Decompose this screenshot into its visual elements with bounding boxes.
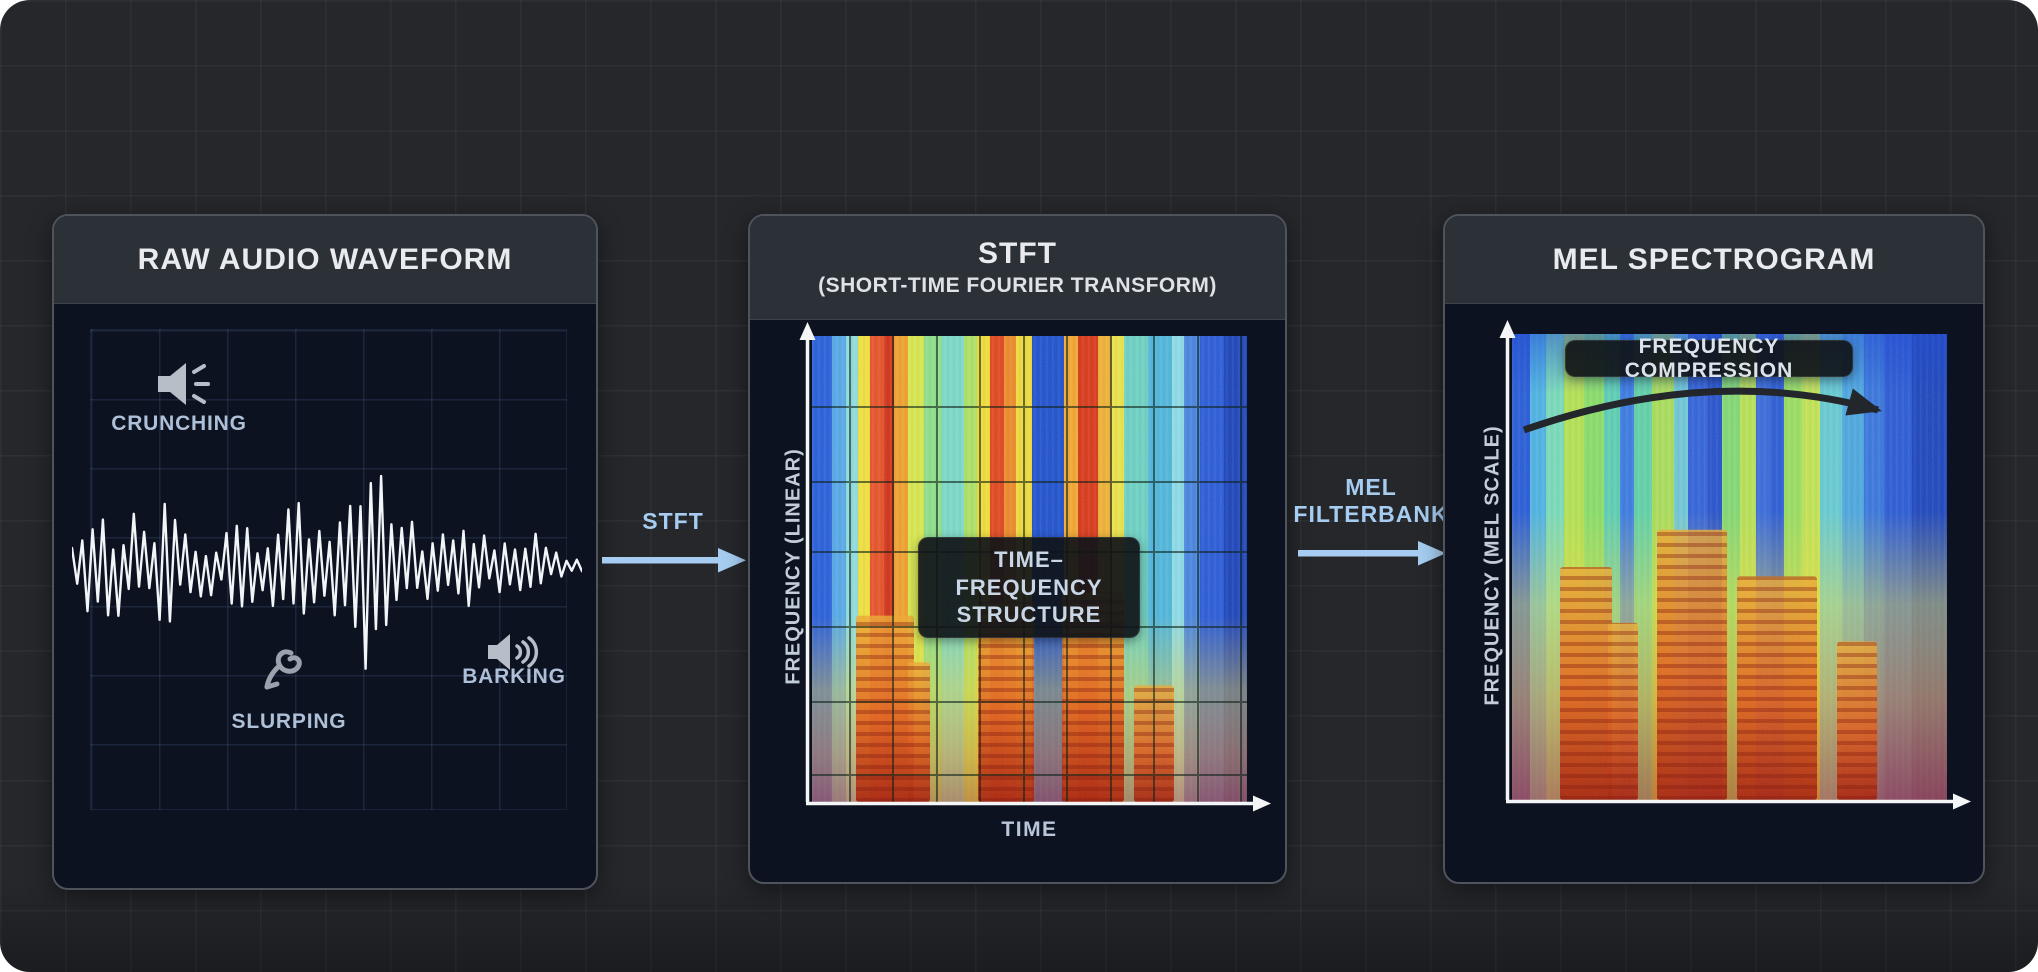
- stft-y-axis-label: FREQUENCY (LINEAR): [782, 448, 805, 685]
- mel-spectrogram: [1512, 334, 1947, 800]
- panel-raw-audio-body: CRUNCHING SLURPING: [54, 304, 596, 888]
- panel-raw-audio-title: RAW AUDIO WAVEFORM: [137, 243, 513, 276]
- panel-stft-body: FREQUENCY (LINEAR) TIME–FREQUENCY STRUCT…: [750, 320, 1285, 882]
- stft-x-axis-label: TIME: [1001, 818, 1058, 841]
- mel-badge-frequency-compression: FREQUENCY COMPRESSION: [1565, 335, 1853, 382]
- flow-arrow-mel-label: MEL FILTERBANK: [1293, 474, 1448, 528]
- slurp-swirl-icon: [261, 647, 311, 712]
- label-barking: BARKING: [462, 665, 566, 688]
- label-crunching: CRUNCHING: [111, 412, 247, 435]
- flow-arrow-stft: STFT: [600, 508, 746, 573]
- label-slurping: SLURPING: [231, 710, 347, 733]
- speaker-waves-icon: [486, 632, 542, 677]
- bottom-vignette: [0, 882, 2038, 972]
- flow-arrow-mel-label-line2: FILTERBANK: [1293, 501, 1449, 528]
- panel-mel-spectrogram: MEL SPECTROGRAM FREQUENCY (MEL SCALE) FR…: [1443, 214, 1985, 884]
- panel-stft: STFT (SHORT-TIME FOURIER TRANSFORM) FREQ…: [748, 214, 1287, 884]
- flow-arrow-stft-label: STFT: [642, 508, 704, 534]
- panel-stft-header: STFT (SHORT-TIME FOURIER TRANSFORM): [750, 216, 1285, 320]
- panel-raw-audio-header: RAW AUDIO WAVEFORM: [54, 216, 596, 304]
- panel-mel-title: MEL SPECTROGRAM: [1552, 243, 1876, 276]
- mel-y-axis-label: FREQUENCY (MEL SCALE): [1481, 425, 1504, 706]
- panel-stft-title: STFT: [978, 237, 1057, 270]
- panel-mel-body: FREQUENCY (MEL SCALE) FREQUENCY COMPRESS…: [1445, 304, 1983, 882]
- panel-stft-subtitle: (SHORT-TIME FOURIER TRANSFORM): [818, 274, 1217, 297]
- flow-arrow-mel-label-line1: MEL: [1345, 474, 1397, 500]
- panel-mel-header: MEL SPECTROGRAM: [1445, 216, 1983, 304]
- right-arrow-icon: [602, 548, 746, 573]
- flow-arrow-mel-filterbank: MEL FILTERBANK: [1293, 474, 1448, 566]
- speaker-icon: [154, 359, 216, 414]
- panel-raw-audio-waveform: RAW AUDIO WAVEFORM CRUNCHING: [52, 214, 598, 890]
- stft-badge-time-frequency-structure: TIME–FREQUENCY STRUCTURE: [918, 537, 1140, 638]
- waveform-plot: [72, 474, 582, 670]
- waveform-grid: [90, 329, 567, 810]
- right-arrow-icon: [1298, 541, 1446, 566]
